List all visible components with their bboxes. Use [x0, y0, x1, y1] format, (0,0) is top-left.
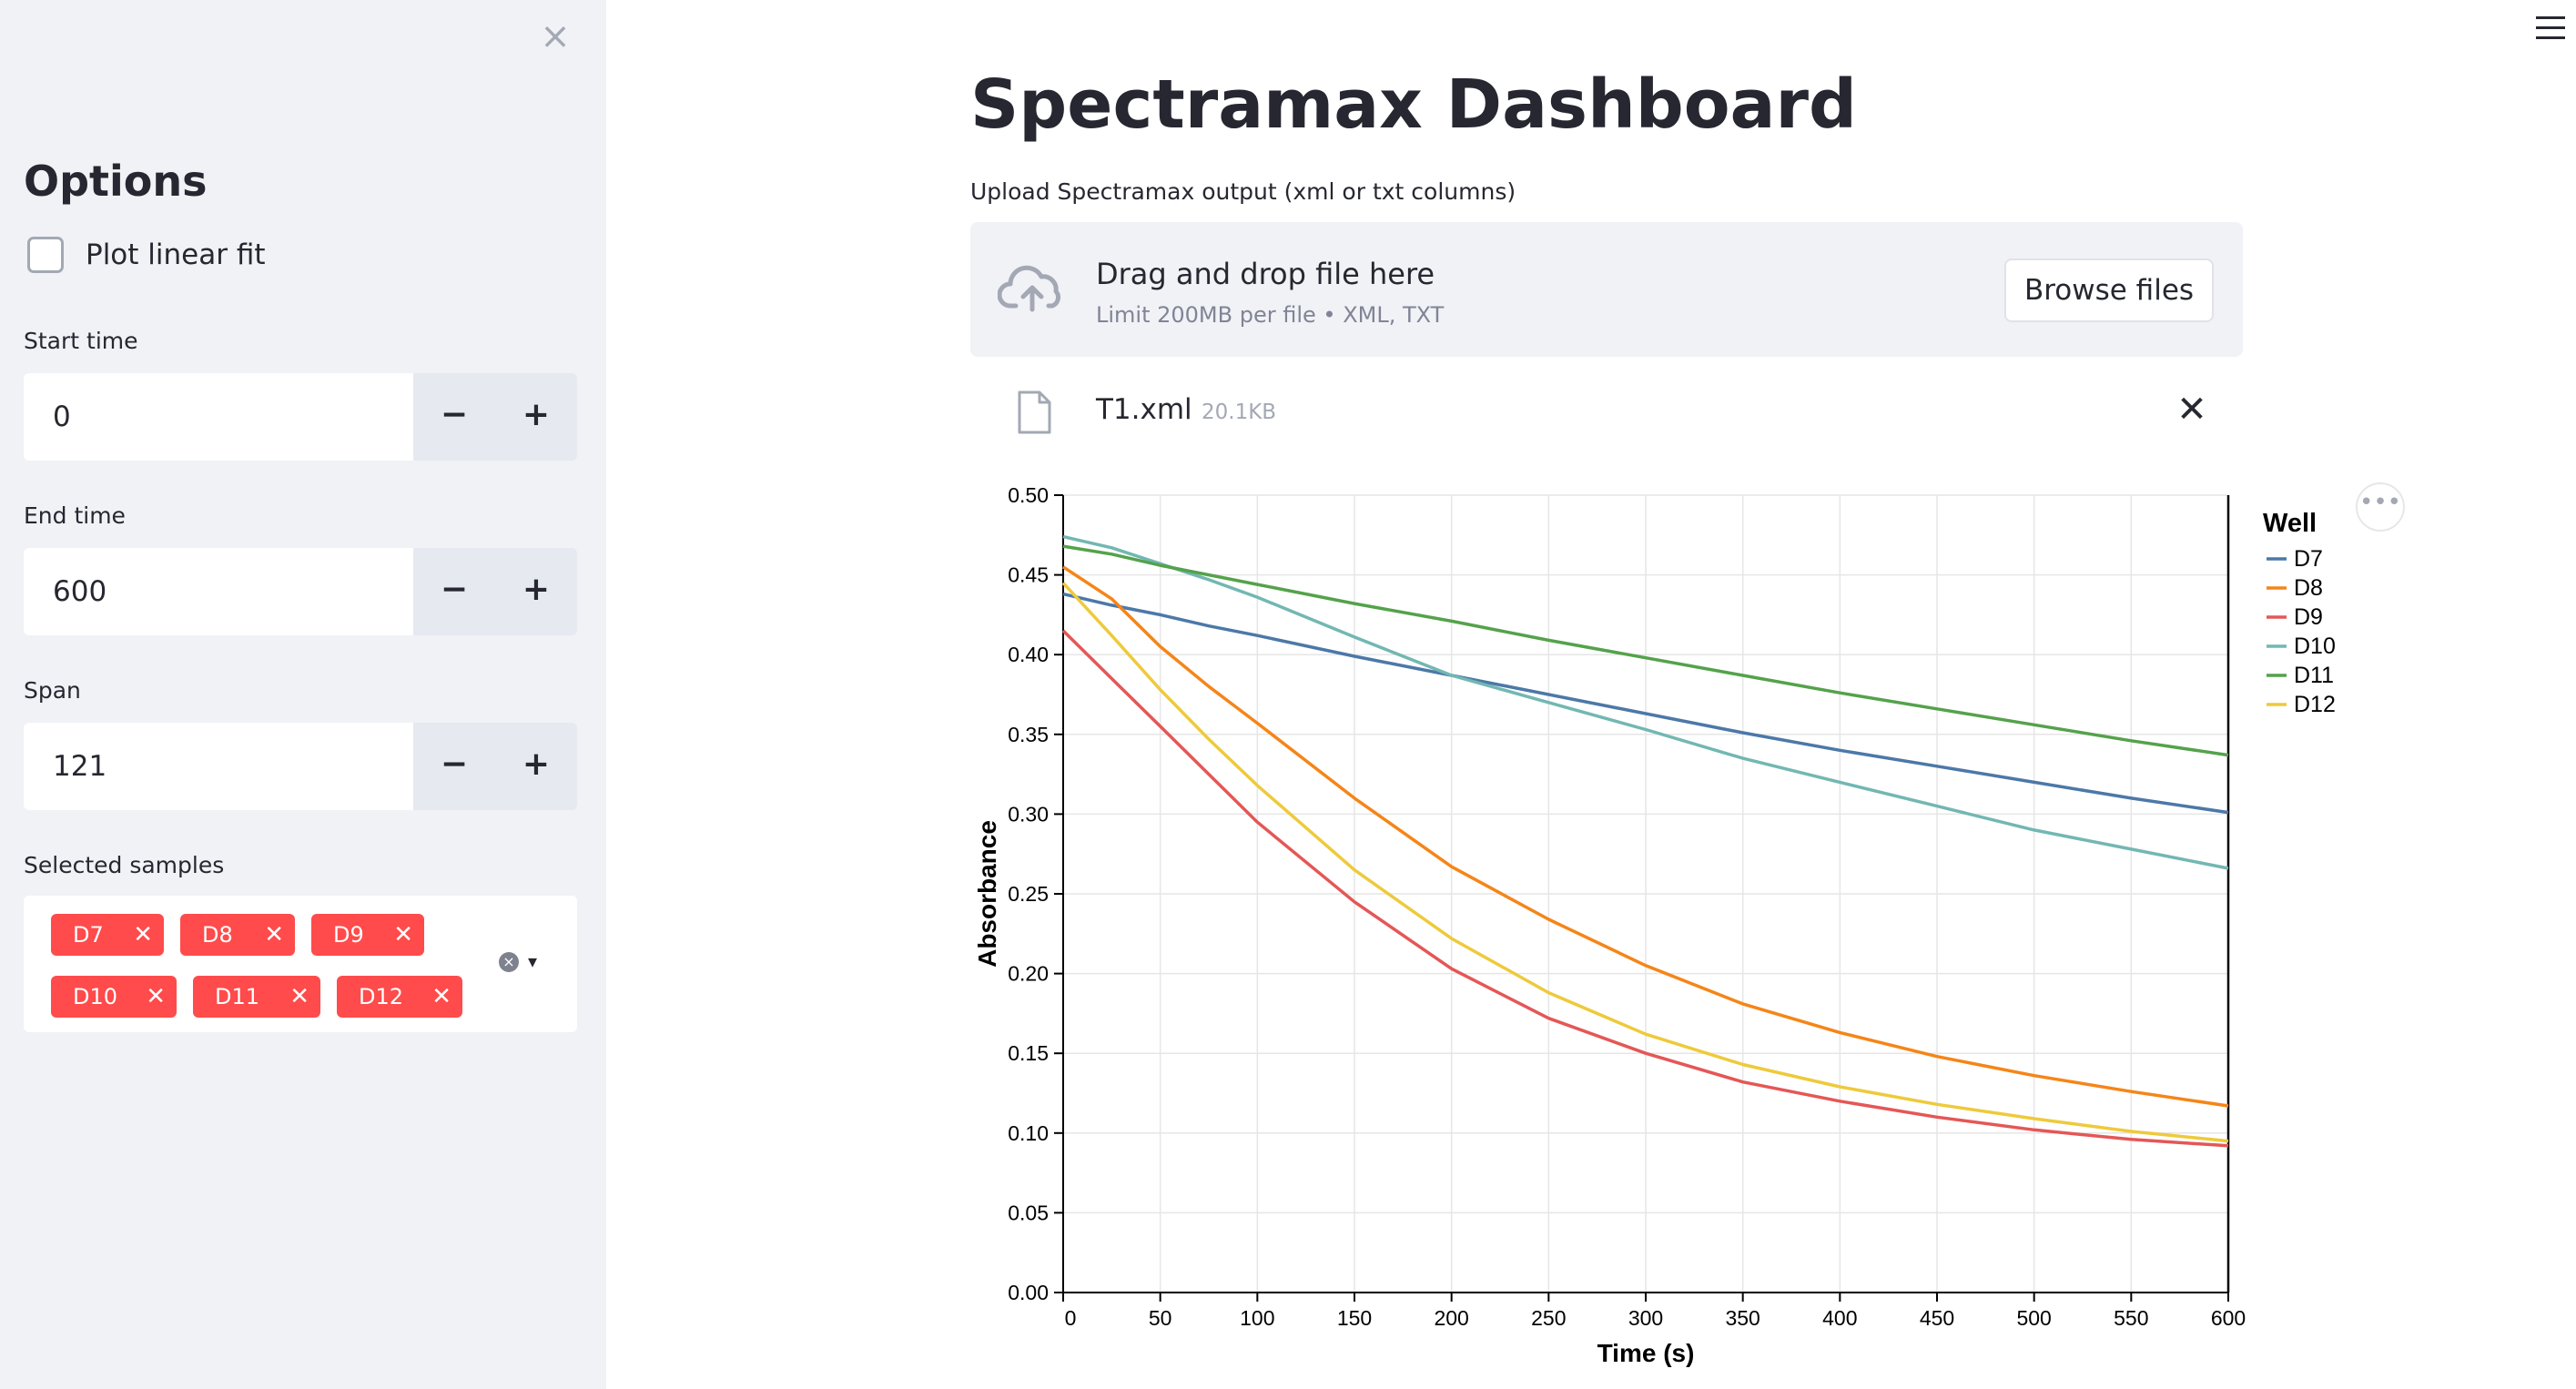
x-tick-label: 450: [1920, 1306, 1954, 1330]
linear-fit-label: Plot linear fit: [86, 238, 266, 271]
file-size: 20.1KB: [1202, 400, 1277, 424]
uploaded-file-row: T1.xml 20.1KB ✕: [970, 380, 2243, 444]
file-icon: [1018, 390, 1051, 434]
browse-files-button[interactable]: Browse files: [2004, 259, 2214, 322]
span-increment-button[interactable]: +: [495, 723, 577, 810]
selected-samples-multiselect[interactable]: D7 ✕ D8 ✕ D9 ✕ D10 ✕ D11 ✕ D12 ✕ × ▾: [24, 896, 577, 1032]
span-decrement-button[interactable]: −: [413, 723, 495, 810]
series-line-d12: [1061, 582, 2229, 1143]
y-tick-label: 0.00: [1008, 1281, 1049, 1304]
sample-tag-label: D11: [215, 984, 260, 1009]
x-tick-label: 300: [1628, 1306, 1663, 1330]
y-tick-label: 0.25: [1008, 882, 1049, 906]
x-tick-label: 200: [1434, 1306, 1468, 1330]
sample-tag: D12 ✕: [337, 976, 462, 1018]
remove-tag-icon[interactable]: ✕: [264, 921, 284, 948]
x-tick-label: 150: [1337, 1306, 1372, 1330]
start-time-increment-button[interactable]: +: [495, 373, 577, 461]
chart-menu-button[interactable]: •••: [2356, 482, 2405, 532]
end-time-increment-button[interactable]: +: [495, 548, 577, 635]
legend-label: D12: [2294, 692, 2336, 717]
sample-tag: D7 ✕: [51, 914, 164, 956]
start-time-label: Start time: [24, 328, 138, 354]
start-time-input[interactable]: 0: [24, 373, 413, 461]
sample-tag-label: D9: [333, 922, 364, 948]
remove-tag-icon[interactable]: ✕: [393, 921, 413, 948]
end-time-input[interactable]: 600: [24, 548, 413, 635]
selected-samples-label: Selected samples: [24, 852, 225, 878]
uploader-label: Upload Spectramax output (xml or txt col…: [970, 178, 1516, 205]
x-tick-label: 500: [2016, 1306, 2051, 1330]
legend-label: D11: [2294, 663, 2334, 688]
sidebar: × Options Plot linear fit Start time 0 −…: [0, 0, 606, 1389]
legend-label: D10: [2294, 634, 2336, 659]
sample-tag-label: D8: [202, 922, 233, 948]
legend-label: D9: [2294, 604, 2323, 630]
span-input[interactable]: 121: [24, 723, 413, 810]
clear-all-icon[interactable]: ×: [499, 952, 519, 972]
legend-label: D8: [2294, 575, 2323, 601]
sample-tag-label: D12: [359, 984, 404, 1009]
span-stepper: 121 − +: [24, 723, 577, 810]
remove-file-icon[interactable]: ✕: [2176, 389, 2207, 431]
hamburger-icon[interactable]: [2536, 16, 2565, 46]
x-tick-label: 550: [2114, 1306, 2148, 1330]
y-tick-label: 0.15: [1008, 1041, 1049, 1065]
x-tick-label: 600: [2211, 1306, 2246, 1330]
remove-tag-icon[interactable]: ✕: [289, 983, 309, 1010]
dropzone-title: Drag and drop file here: [1096, 257, 1435, 291]
series-line-d8: [1062, 565, 2229, 1108]
y-tick-label: 0.05: [1008, 1201, 1049, 1224]
x-tick-label: 350: [1725, 1306, 1760, 1330]
y-tick-label: 0.10: [1008, 1121, 1049, 1145]
y-tick-label: 0.35: [1008, 723, 1049, 746]
close-sidebar-icon[interactable]: ×: [540, 15, 571, 57]
file-dropzone[interactable]: Drag and drop file here Limit 200MB per …: [970, 222, 2243, 357]
sample-tag-label: D10: [73, 984, 118, 1009]
cloud-upload-icon: [998, 265, 1060, 312]
checkbox-box[interactable]: [27, 237, 64, 273]
y-tick-label: 0.45: [1008, 563, 1049, 587]
span-label: Span: [24, 677, 81, 704]
sample-tag: D11 ✕: [193, 976, 320, 1018]
absorbance-line-chart: 0 50 100 150 200 250 300 350 400 450 500 550 600 0.00…: [973, 483, 2336, 1367]
remove-tag-icon[interactable]: ✕: [133, 921, 153, 948]
file-name: T1.xml: [1096, 393, 1192, 426]
x-tick-label: 400: [1822, 1306, 1857, 1330]
dropzone-subtitle: Limit 200MB per file • XML, TXT: [1096, 302, 1445, 328]
linear-fit-checkbox[interactable]: Plot linear fit: [27, 235, 266, 275]
end-time-stepper: 600 − +: [24, 548, 577, 635]
series-line-d9: [1061, 629, 2229, 1148]
series-line-d11: [1062, 544, 2229, 757]
legend-label: D7: [2294, 546, 2323, 572]
x-axis-title: Time (s): [1597, 1339, 1695, 1367]
x-tick-label: 100: [1240, 1306, 1274, 1330]
y-tick-label: 0.20: [1008, 962, 1049, 986]
legend-title: Well: [2263, 509, 2317, 538]
x-tick-label: 250: [1531, 1306, 1566, 1330]
y-tick-label: 0.30: [1008, 802, 1049, 826]
y-tick-label: 0.40: [1008, 643, 1049, 666]
x-tick-label: 0: [1065, 1306, 1077, 1330]
options-title: Options: [24, 157, 208, 206]
end-time-label: End time: [24, 502, 126, 529]
end-time-decrement-button[interactable]: −: [413, 548, 495, 635]
page-title: Spectramax Dashboard: [970, 66, 1857, 144]
sample-tag: D9 ✕: [311, 914, 424, 956]
remove-tag-icon[interactable]: ✕: [146, 983, 166, 1010]
y-tick-label: 0.50: [1008, 483, 1049, 507]
y-axis-title: Absorbance: [973, 820, 1001, 968]
sample-tag: D8 ✕: [180, 914, 295, 956]
sample-tag-label: D7: [73, 922, 104, 948]
start-time-stepper: 0 − +: [24, 373, 577, 461]
chevron-down-icon[interactable]: ▾: [528, 950, 538, 972]
start-time-decrement-button[interactable]: −: [413, 373, 495, 461]
sample-tag: D10 ✕: [51, 976, 177, 1018]
x-tick-label: 50: [1149, 1306, 1172, 1330]
remove-tag-icon[interactable]: ✕: [431, 983, 451, 1010]
series-line-d7: [1062, 592, 2229, 815]
